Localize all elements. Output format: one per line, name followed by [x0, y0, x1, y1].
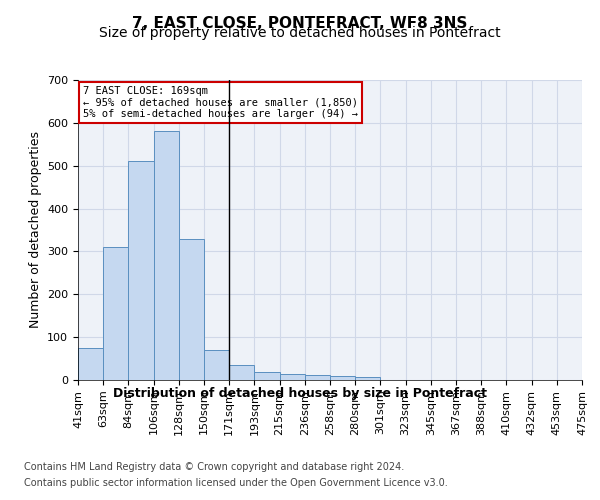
Text: Contains public sector information licensed under the Open Government Licence v3: Contains public sector information licen…	[24, 478, 448, 488]
Text: Distribution of detached houses by size in Pontefract: Distribution of detached houses by size …	[113, 388, 487, 400]
Bar	[305, 375, 330, 380]
Text: Contains HM Land Registry data © Crown copyright and database right 2024.: Contains HM Land Registry data © Crown c…	[24, 462, 404, 472]
Bar	[179, 238, 204, 380]
Text: 7 EAST CLOSE: 169sqm
← 95% of detached houses are smaller (1,850)
5% of semi-det: 7 EAST CLOSE: 169sqm ← 95% of detached h…	[83, 86, 358, 119]
Bar	[330, 376, 355, 380]
Bar	[229, 365, 254, 380]
Text: Size of property relative to detached houses in Pontefract: Size of property relative to detached ho…	[99, 26, 501, 40]
Bar	[280, 374, 305, 380]
Bar	[128, 162, 154, 380]
Bar	[204, 350, 229, 380]
Text: 7, EAST CLOSE, PONTEFRACT, WF8 3NS: 7, EAST CLOSE, PONTEFRACT, WF8 3NS	[133, 16, 467, 31]
Bar	[154, 132, 179, 380]
Bar	[254, 372, 280, 380]
Bar	[103, 247, 128, 380]
Bar	[355, 376, 380, 380]
Y-axis label: Number of detached properties: Number of detached properties	[29, 132, 41, 328]
Bar	[78, 348, 103, 380]
